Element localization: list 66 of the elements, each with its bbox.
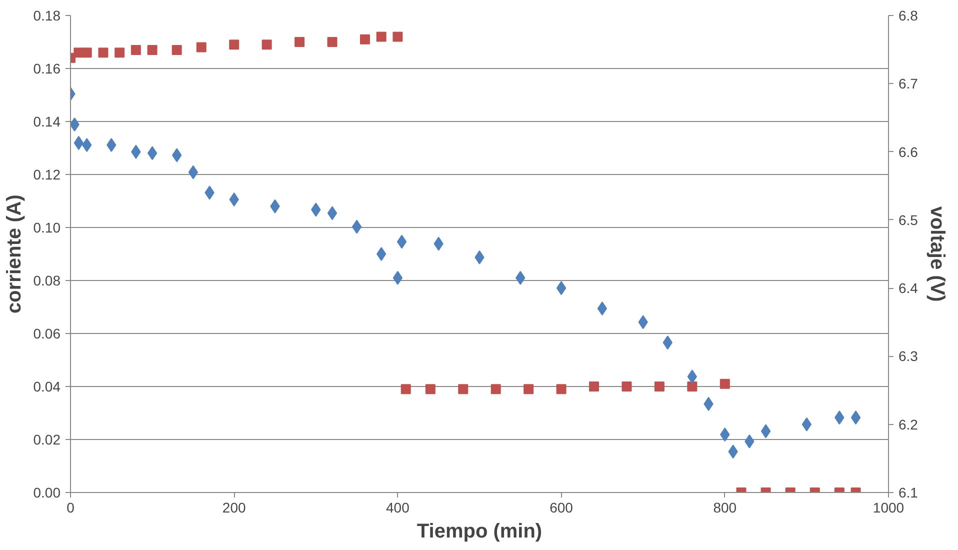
- point: [687, 382, 698, 392]
- y2-tick-label: 6.5: [898, 212, 918, 228]
- point: [130, 44, 141, 55]
- point: [425, 384, 436, 394]
- point: [850, 410, 861, 425]
- point: [376, 247, 386, 261]
- point: [147, 44, 158, 55]
- point: [400, 384, 411, 394]
- x-tick-label: 400: [386, 500, 410, 516]
- point: [327, 206, 338, 220]
- point: [392, 270, 403, 285]
- x-tick-label: 600: [550, 500, 574, 516]
- point: [114, 48, 125, 58]
- y-tick-label: 0.18: [33, 8, 61, 24]
- point: [172, 44, 182, 55]
- y-tick-label: 0.16: [33, 60, 61, 76]
- point: [687, 370, 698, 384]
- point: [654, 382, 664, 392]
- point: [589, 382, 600, 392]
- y-tick-label: 0.12: [33, 166, 61, 182]
- y2-tick-label: 6.7: [898, 76, 918, 92]
- y2-tick-label: 6.8: [898, 8, 918, 24]
- point: [524, 384, 534, 394]
- x-axis-title: Tiempo (min): [416, 520, 542, 542]
- point: [294, 37, 305, 47]
- point: [392, 32, 403, 42]
- point: [597, 302, 608, 316]
- x-tick-label: 200: [222, 500, 246, 516]
- y2-tick-label: 6.1: [898, 484, 918, 500]
- x-tick-label: 1000: [872, 500, 904, 516]
- y-tick-label: 0.02: [33, 432, 61, 448]
- point: [262, 40, 272, 50]
- y2-tick-label: 6.3: [898, 348, 918, 364]
- point: [396, 234, 407, 249]
- y-tick-label: 0.04: [33, 378, 61, 394]
- y-tick-label: 0.08: [33, 272, 61, 288]
- point: [327, 37, 338, 47]
- y2-axis-title: voltaje (V): [926, 206, 948, 302]
- point: [98, 48, 108, 58]
- point: [376, 32, 386, 42]
- point: [490, 384, 501, 394]
- point: [458, 384, 468, 394]
- point: [352, 220, 362, 234]
- x-tick-label: 0: [66, 500, 75, 516]
- x-tick-label: 800: [713, 500, 737, 516]
- point: [556, 384, 566, 394]
- point: [82, 48, 92, 58]
- point: [360, 34, 370, 44]
- point: [229, 40, 240, 50]
- point: [556, 281, 566, 296]
- y2-tick-label: 6.6: [898, 144, 918, 160]
- point: [147, 146, 158, 160]
- point: [74, 136, 84, 150]
- point: [622, 382, 632, 392]
- y-tick-label: 0.10: [33, 220, 61, 236]
- point: [196, 42, 206, 52]
- y-tick-label: 0.06: [33, 326, 61, 342]
- point: [760, 424, 771, 438]
- y2-tick-label: 6.2: [898, 416, 918, 432]
- point: [720, 378, 730, 389]
- y2-tick-label: 6.4: [898, 280, 918, 296]
- y-tick-label: 0.00: [33, 484, 61, 500]
- y-tick-label: 0.14: [33, 114, 61, 130]
- point: [802, 417, 812, 432]
- y-axis-title: corriente (A): [3, 194, 26, 314]
- point: [188, 165, 198, 180]
